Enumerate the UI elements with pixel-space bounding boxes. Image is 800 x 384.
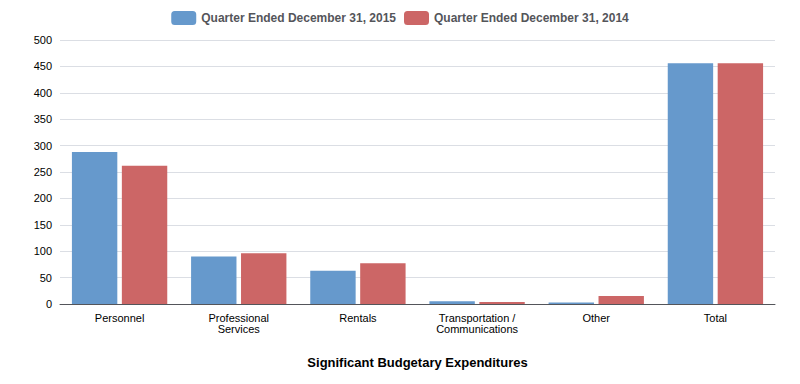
svg-text:200: 200: [34, 192, 52, 204]
svg-text:0: 0: [46, 298, 52, 310]
svg-text:Quarter Ended December 31, 201: Quarter Ended December 31, 2014: [434, 11, 629, 25]
svg-text:Professional: Professional: [208, 311, 269, 324]
svg-text:Significant Budgetary Expendit: Significant Budgetary Expenditures: [307, 355, 527, 370]
svg-text:350: 350: [34, 113, 52, 125]
svg-text:500: 500: [34, 34, 52, 46]
svg-text:300: 300: [34, 140, 52, 152]
svg-text:100: 100: [34, 245, 52, 257]
svg-text:Total: Total: [704, 312, 727, 324]
svg-text:Services: Services: [218, 323, 261, 335]
svg-text:400: 400: [34, 87, 52, 99]
svg-text:150: 150: [34, 219, 52, 231]
svg-text:450: 450: [34, 60, 52, 72]
svg-text:Rentals: Rentals: [339, 312, 377, 324]
svg-text:Quarter Ended December 31, 201: Quarter Ended December 31, 2015: [201, 11, 396, 25]
svg-text:50: 50: [40, 272, 52, 284]
svg-text:Personnel: Personnel: [95, 312, 145, 324]
svg-text:Communications: Communications: [436, 323, 518, 335]
svg-text:250: 250: [34, 166, 52, 178]
svg-text:Transportation /: Transportation /: [438, 311, 516, 324]
svg-text:Other: Other: [582, 312, 610, 324]
